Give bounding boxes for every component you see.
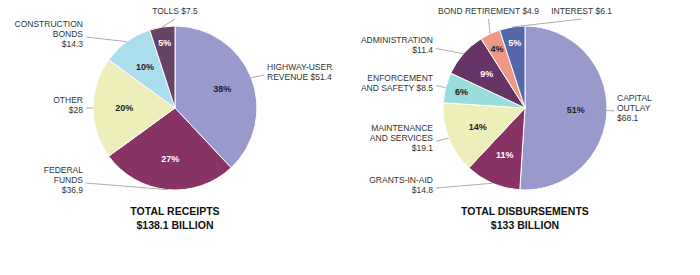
label-line: TOLLS $7.5 [152, 6, 198, 16]
category-labels: HIGHWAY-USERREVENUE $51.4 FEDERALFUNDS$36… [15, 6, 333, 195]
data-label: 14% [469, 122, 487, 132]
chart-title: TOTAL DISBURSEMENTS [461, 205, 589, 217]
data-label: 5% [508, 38, 521, 48]
leader-line [162, 19, 175, 27]
category-label: ADMINISTRATION$11.4 [361, 35, 433, 55]
data-label: 20% [115, 103, 133, 113]
leader-line [436, 138, 449, 141]
label-line: HIGHWAY-USER [267, 62, 332, 72]
label-line: BOND RETIREMENT $4.9 [438, 6, 539, 16]
label-line: GRANTS-IN-AID [369, 175, 433, 185]
category-label: CAPITALOUTLAY$68.1 [617, 93, 652, 123]
category-label: CONSTRUCTIONBONDS$14.3 [15, 19, 84, 49]
leader-line [251, 75, 264, 78]
label-line: BONDS [53, 29, 84, 39]
data-label: 5% [158, 38, 171, 48]
category-label: MAINTENANCEAND SERVICES$19.1 [370, 123, 433, 153]
label-line: AND SERVICES [370, 133, 433, 143]
leader-line [86, 108, 93, 109]
data-label: 38% [213, 84, 231, 94]
leader-line [436, 183, 492, 188]
label-line: $19.1 [412, 143, 434, 153]
category-labels: CAPITALOUTLAY$68.1 GRANTS-IN-AID$14.8 MAIN… [361, 6, 652, 195]
label-line: $14.3 [62, 39, 84, 49]
leader-line [436, 86, 446, 88]
label-line: AND SAFETY $8.5 [361, 83, 433, 93]
leader-line [607, 110, 614, 111]
chart-canvas: 38% 27% 20% 10% 5% HIGHWAY-USERREVENUE $51.4 F… [0, 0, 700, 275]
category-label: INTEREST $6.1 [551, 6, 612, 16]
label-line: CONSTRUCTION [15, 19, 83, 29]
leader-line [86, 37, 127, 42]
chart-subtitle: $138.1 BILLION [136, 219, 213, 231]
label-line: FEDERAL [44, 165, 83, 175]
pie-wedge [520, 26, 607, 190]
label-line: MAINTENANCE [371, 123, 433, 133]
label-line: FUNDS [54, 175, 84, 185]
label-line: CAPITAL [617, 93, 652, 103]
label-line: ADMINISTRATION [361, 35, 433, 45]
label-line: $36.9 [62, 185, 84, 195]
label-line: ENFORCEMENT [367, 73, 433, 83]
label-line: OTHER [53, 95, 83, 105]
label-line: $11.4 [412, 45, 433, 55]
label-line: $68.1 [617, 113, 639, 123]
data-label: 11% [496, 150, 514, 160]
leader-line [86, 183, 167, 190]
pie-wedge [500, 26, 525, 108]
category-label: FEDERALFUNDS$36.9 [44, 165, 84, 195]
wedges [443, 26, 607, 190]
category-label: HIGHWAY-USERREVENUE $51.4 [267, 62, 332, 82]
category-label: ENFORCEMENTAND SAFETY $8.5 [361, 73, 433, 93]
label-line: $28 [69, 105, 83, 115]
data-label: 51% [567, 105, 585, 115]
leader-line [488, 19, 490, 34]
data-label: 6% [455, 87, 468, 97]
label-line: REVENUE $51.4 [267, 72, 332, 82]
category-label: BOND RETIREMENT $4.9 [438, 6, 539, 16]
pie-chart: 38% 27% 20% 10% 5% HIGHWAY-USERREVENUE $51.4 F… [15, 6, 333, 231]
leader-line [512, 19, 581, 27]
chart-subtitle: $133 BILLION [491, 219, 559, 231]
label-line: INTEREST $6.1 [551, 6, 612, 16]
data-label: 9% [480, 69, 493, 79]
data-label: 4% [491, 44, 504, 54]
leader-line [436, 48, 463, 53]
category-label: TOLLS $7.5 [152, 6, 198, 16]
wedges [93, 26, 257, 190]
pie-chart: 51% 11% 14% 6% 9% 4% 5% CAPITALOUTLAY$68.1 GRANT… [361, 6, 652, 231]
pie-wedge [443, 103, 525, 168]
data-label: 27% [161, 154, 179, 164]
data-label: 10% [136, 62, 154, 72]
label-line: $14.8 [412, 185, 434, 195]
category-label: OTHER$28 [53, 95, 83, 115]
chart-title: TOTAL RECEIPTS [130, 205, 219, 217]
label-line: OUTLAY [617, 103, 651, 113]
category-label: GRANTS-IN-AID$14.8 [369, 175, 433, 195]
